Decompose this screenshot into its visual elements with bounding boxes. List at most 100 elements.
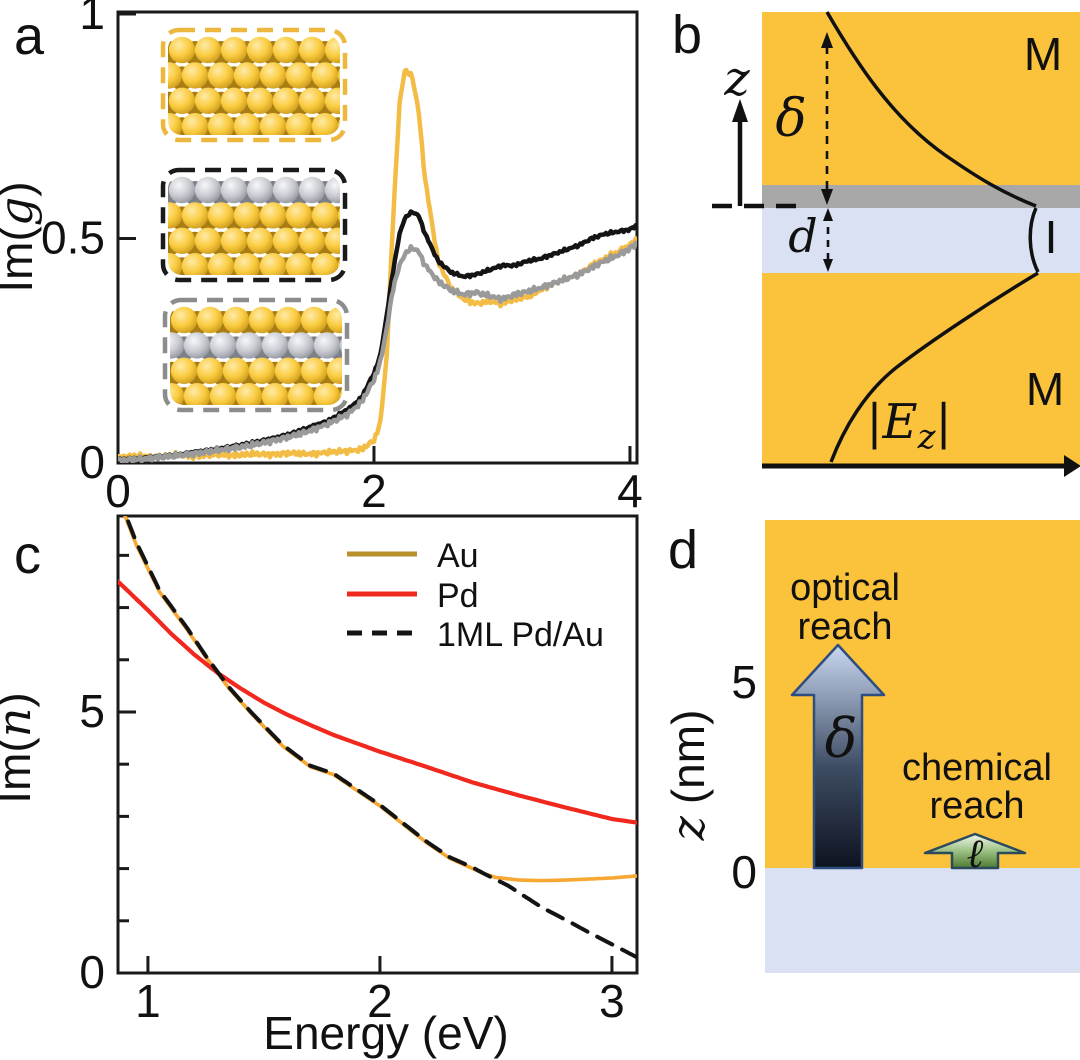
atom-Au: [233, 202, 261, 229]
optical-reach-label-line2: reach: [797, 606, 892, 648]
atom-Pd: [298, 176, 326, 204]
atom-Au: [246, 227, 274, 254]
atom-Pd: [209, 332, 237, 359]
legend-label-au: Au: [437, 537, 479, 575]
atom-Au: [233, 113, 261, 135]
inset-border: [162, 297, 350, 413]
atom-Au: [168, 62, 183, 89]
panel-a-ylabel: Im(g): [0, 181, 43, 292]
series-Pd: [118, 579, 637, 825]
x-tick-label: 4: [617, 465, 643, 517]
atom-Pd: [168, 176, 196, 204]
legend: Au Pd 1ML Pd/Au: [347, 537, 604, 654]
chemical-ell-label: ℓ: [967, 831, 984, 877]
atom-Au: [222, 306, 250, 334]
x-tick-label: 2: [367, 975, 393, 1027]
chemical-reach-label-line1: chemical: [902, 747, 1052, 789]
atom-Au: [285, 253, 313, 275]
optical-reach-arrow: [790, 643, 886, 870]
panel-c-axes: 1 2 3 0 5: [79, 514, 639, 1027]
metal-region-bottom: [762, 273, 1080, 466]
atom-Au: [259, 113, 287, 135]
atom-Au: [207, 253, 235, 275]
atom-Au: [194, 36, 222, 64]
atom-back-Au: [341, 311, 342, 335]
atom-Au: [207, 202, 235, 229]
atom-Au: [181, 113, 209, 135]
inset-border: [160, 27, 348, 143]
y-tick-label: 0: [79, 946, 105, 998]
atom-back-Pd: [339, 181, 340, 205]
atom-Pd: [324, 176, 340, 204]
atom-Au: [209, 383, 237, 405]
x-tick-label: 1: [135, 975, 161, 1027]
legend-label-1ml-pdau: 1ML Pd/Au: [437, 616, 604, 654]
atom-back-Au: [341, 361, 342, 386]
atom-Pd: [183, 332, 211, 359]
x-tick-label: 3: [599, 975, 625, 1027]
atom-Au: [168, 87, 196, 115]
y-tick-label: 1: [79, 0, 105, 39]
series-gray-subsurface-Pd: [118, 240, 637, 463]
metal-region-top: [762, 12, 1080, 185]
atom-Au: [170, 383, 185, 405]
inset-2: [162, 297, 350, 413]
atom-Au: [194, 227, 222, 254]
atom-Au: [311, 113, 339, 135]
atom-Au: [285, 113, 313, 135]
z-axis-title: z(nm): [661, 710, 715, 842]
atom-Au: [298, 36, 326, 64]
field-decay-curve-bottom: [829, 271, 1039, 463]
atom-Pd: [272, 176, 300, 204]
panel-c-ylabel: Im(n): [0, 692, 41, 803]
chemical-reach-arrow: [923, 832, 1027, 870]
x-tick-label: 2: [361, 465, 387, 517]
atom-Au: [168, 253, 183, 275]
atom-Au: [337, 202, 340, 229]
atom-Au: [324, 36, 340, 64]
optical-reach-label-line1: optical: [790, 567, 900, 609]
atom-Au: [168, 36, 196, 64]
d-label: d: [788, 209, 817, 263]
panel-b: b z δ d M M I |Ez|: [672, 5, 1080, 477]
atom-Au: [274, 306, 302, 334]
atom-Au: [259, 202, 287, 229]
atom-Au: [261, 383, 289, 405]
field-curve-insulator: [1028, 207, 1040, 273]
panel-a-letter: a: [14, 6, 45, 66]
atom-Au: [207, 62, 235, 89]
atom-Au: [246, 87, 274, 115]
z-tick-0: 0: [731, 846, 757, 898]
series-1ML Pd/Au: [123, 516, 637, 960]
y-tick-label: 0: [79, 436, 105, 488]
insulator-label: I: [1045, 211, 1058, 263]
inset-atoms: [170, 306, 342, 405]
panel-c-letter: c: [14, 525, 41, 585]
metal-label-top: M: [1024, 28, 1062, 80]
atom-Au: [196, 306, 224, 334]
atom-Au: [194, 87, 222, 115]
atom-Pd: [313, 332, 341, 359]
atom-Au: [272, 36, 300, 64]
atom-Au: [313, 383, 341, 405]
z-tick-5: 5: [731, 656, 757, 708]
inset-atoms: [168, 176, 376, 275]
atom-Au: [311, 253, 339, 275]
panel-a-axes: 0 2 4 0 0.5 1: [41, 0, 643, 517]
atom-back-Au: [352, 206, 376, 230]
atom-Au: [272, 87, 300, 115]
atom-Au: [311, 62, 339, 89]
atom-back-Au: [339, 91, 340, 116]
atom-Au: [168, 227, 196, 254]
insulator-region: [762, 208, 1080, 273]
inset-atoms: [168, 36, 340, 135]
atom-Pd: [170, 332, 185, 359]
atom-Au: [181, 202, 209, 229]
d-arrowhead-top: [823, 208, 833, 221]
atom-Au: [298, 227, 326, 254]
atom-Pd: [220, 176, 248, 204]
atom-Pd: [246, 176, 274, 204]
atom-back-Au: [339, 231, 340, 256]
atom-Au: [274, 357, 302, 384]
